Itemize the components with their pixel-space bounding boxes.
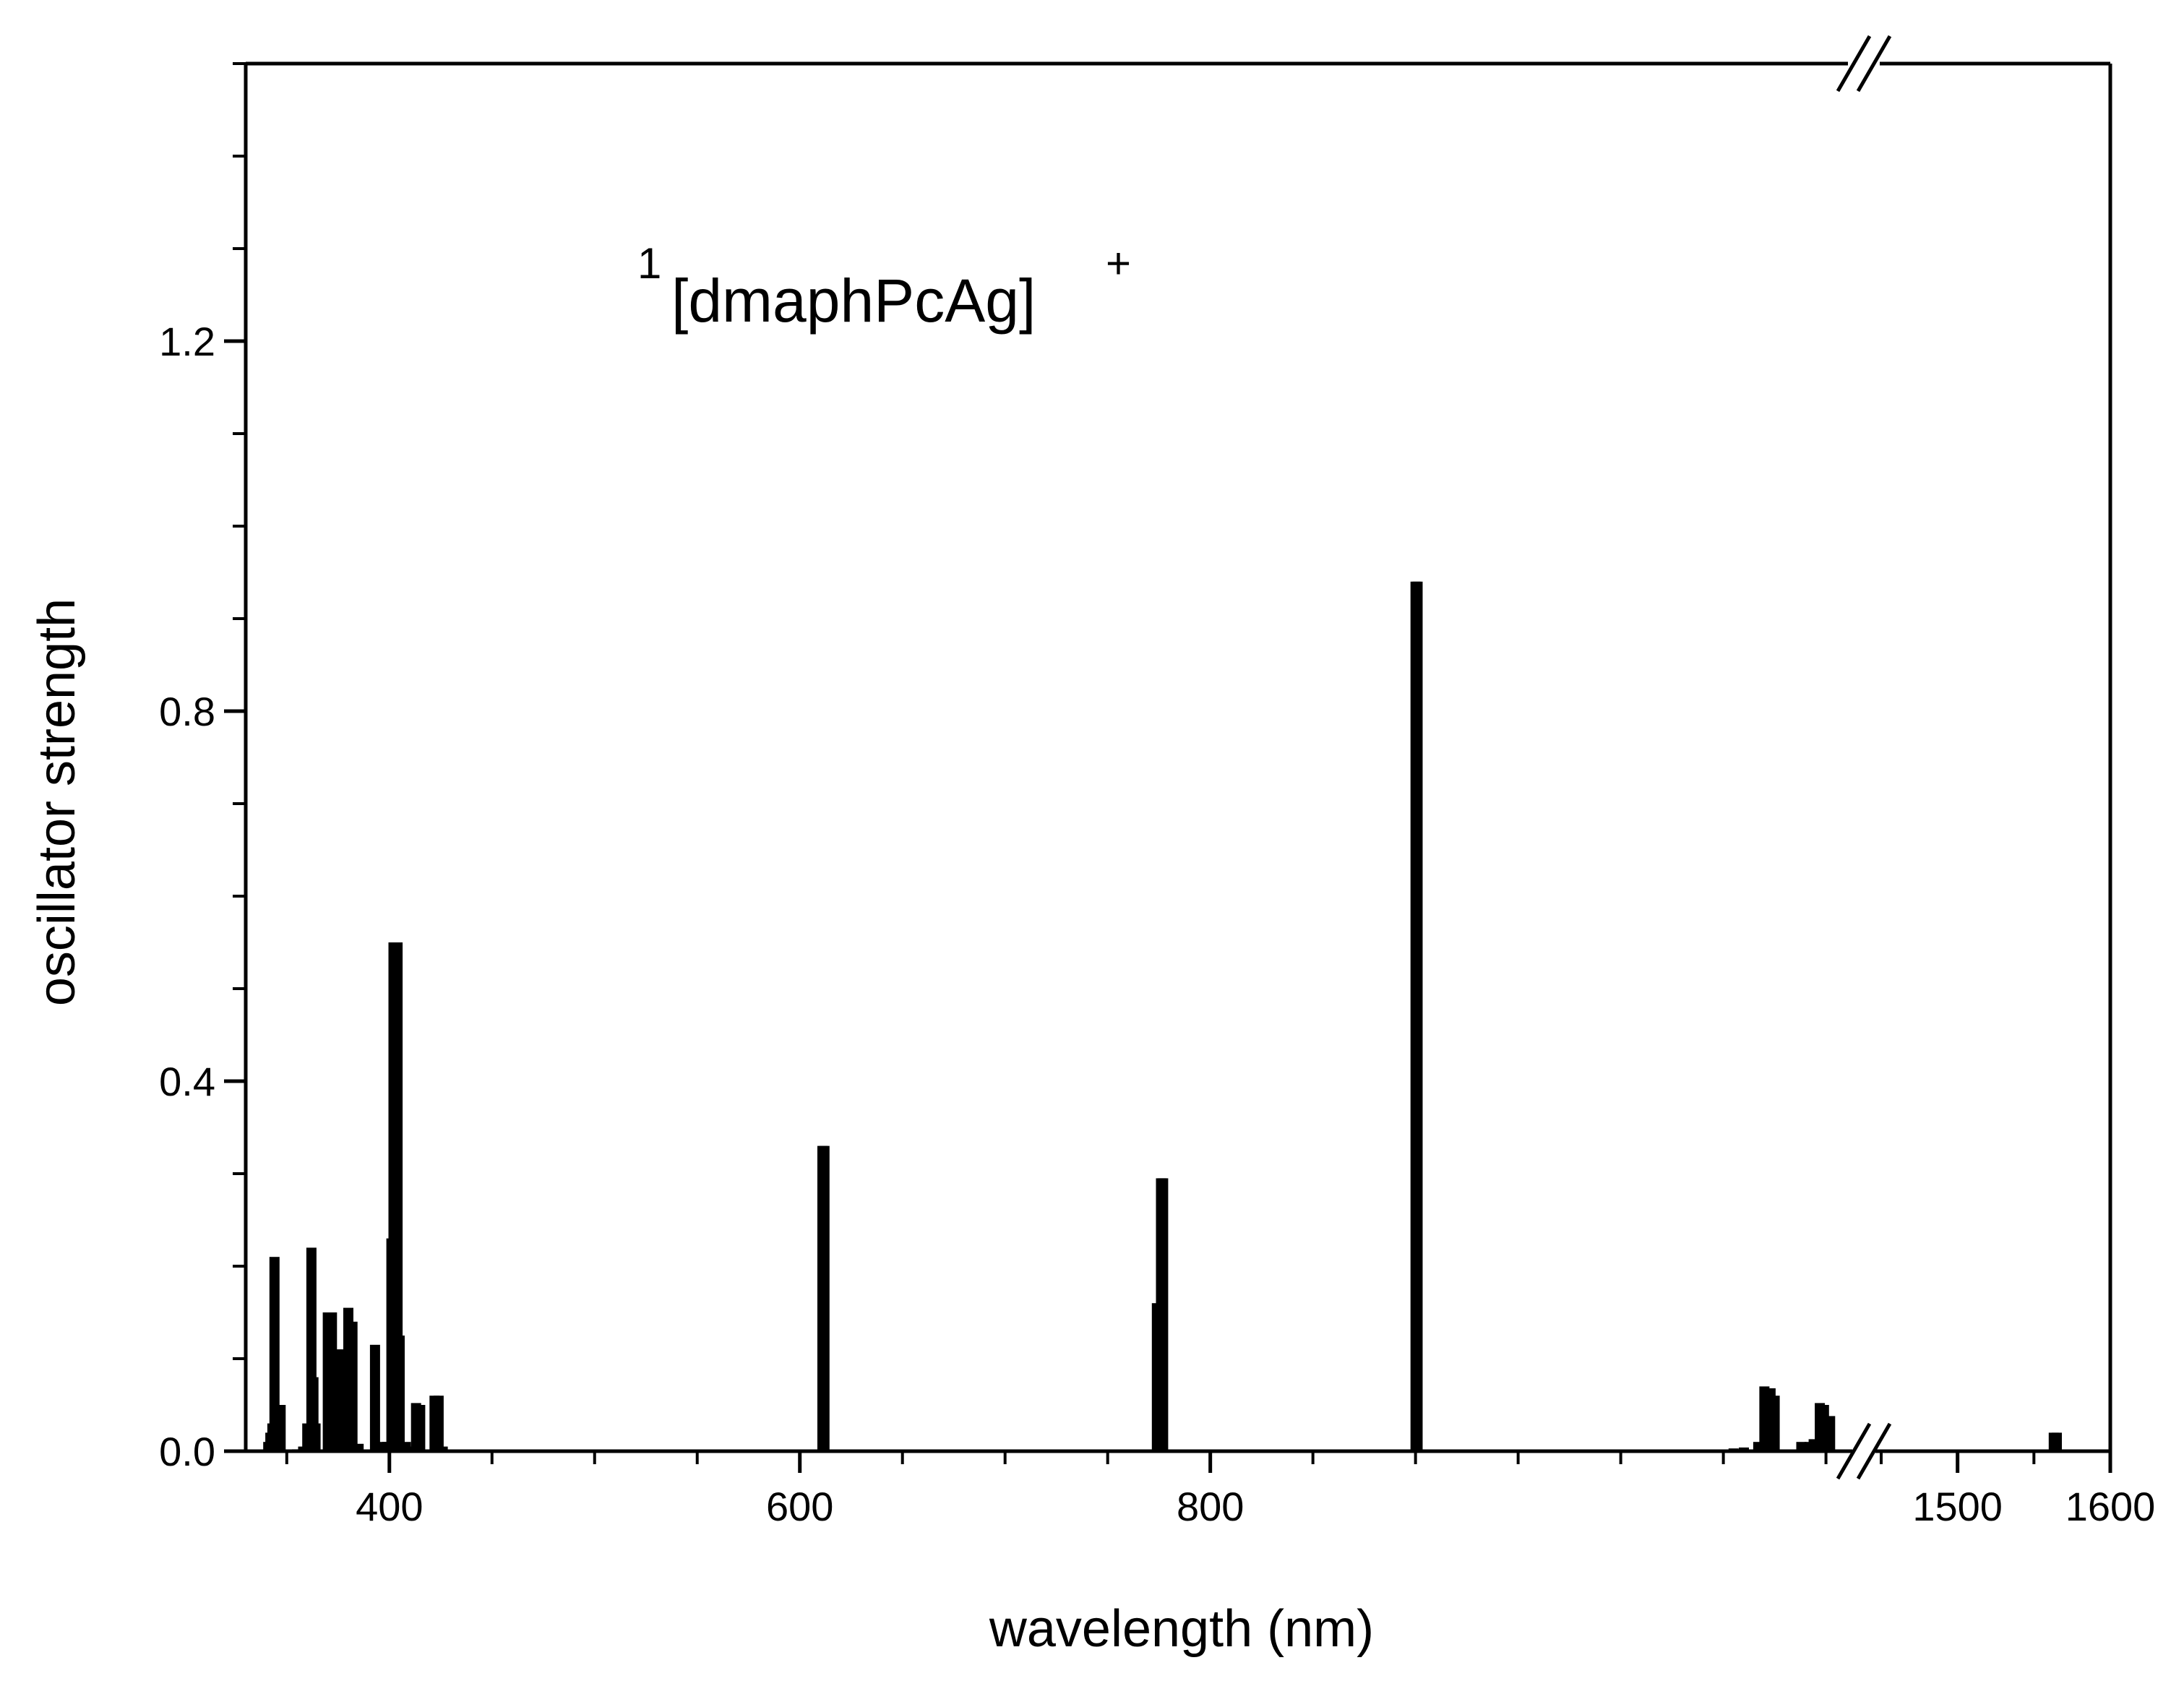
x-tick-label: 1600 (2065, 1484, 2156, 1529)
bar (1739, 1447, 1749, 1451)
bar (437, 1446, 448, 1451)
annotation-superscript-left: 1 (637, 239, 661, 288)
bar (405, 1446, 416, 1451)
x-tick-label: 800 (1177, 1484, 1244, 1529)
bar (275, 1405, 286, 1451)
bar (819, 1145, 830, 1451)
x-tick-label: 600 (766, 1484, 833, 1529)
bars-layer (263, 581, 2062, 1451)
x-tick-label: 400 (356, 1484, 423, 1529)
axis-break-mark (1856, 1422, 1892, 1480)
annotation-superscript-right: + (1106, 239, 1131, 288)
bar (2052, 1432, 2062, 1451)
bar (269, 1257, 280, 1451)
axis-break-mark (1836, 1422, 1872, 1480)
bar (433, 1396, 444, 1451)
bar (1825, 1416, 1836, 1451)
bar (1158, 1178, 1169, 1451)
y-axis-title: oscillator strength (28, 598, 86, 1006)
bar (353, 1443, 364, 1451)
bar (415, 1405, 426, 1451)
x-axis-title: wavelength (nm) (989, 1600, 1374, 1658)
annotation-text: [dmaphPcAg] (671, 267, 1036, 335)
axis-break-mark (1836, 35, 1872, 93)
y-tick-label: 1.2 (159, 319, 215, 364)
bar (1796, 1442, 1807, 1451)
y-tick-label: 0.0 (159, 1429, 215, 1474)
bar (392, 942, 403, 1451)
bar (369, 1344, 380, 1451)
axis-break-mark (1856, 35, 1892, 93)
bar (310, 1423, 321, 1451)
bar (347, 1321, 358, 1451)
bar (1769, 1396, 1780, 1451)
bar (395, 1336, 405, 1451)
axes-layer: 0.0 0.4 0.8 1.2 400 600 800 1500 1600 (159, 35, 2156, 1529)
y-tick-label: 0.8 (159, 689, 215, 734)
y-tick-label: 0.4 (159, 1059, 215, 1104)
x-tick-label: 1500 (1912, 1484, 2003, 1529)
labels-layer: wavelength (nm) oscillator strength 1 [d… (28, 239, 1374, 1658)
bar (1412, 581, 1423, 1451)
